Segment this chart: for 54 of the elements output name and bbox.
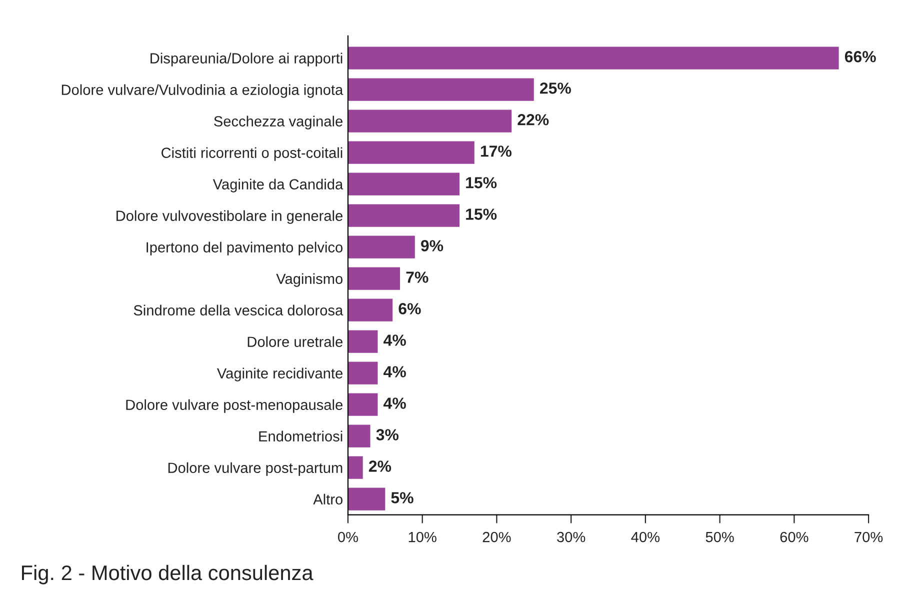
x-tick-label: 20% [482, 532, 511, 542]
bar [348, 267, 400, 290]
data-label: 3% [376, 429, 398, 440]
y-tick-label: Dolore vulvare post-partum [168, 462, 342, 476]
data-label: 25% [540, 82, 571, 94]
bar [348, 393, 378, 416]
y-tick-label: Endometriosi [259, 430, 342, 442]
bar [348, 424, 370, 448]
x-tick-label: 30% [557, 532, 586, 542]
data-label: 17% [480, 146, 512, 157]
data-label: 2% [368, 460, 392, 472]
y-tick-label: Dolore uretrale [248, 336, 342, 347]
bar [348, 46, 839, 70]
y-tick-label: Vaginismo [276, 273, 342, 287]
data-label: 15% [466, 177, 497, 188]
y-tick-label: Dolore vulvare post-menopausale [126, 399, 342, 413]
data-label: 9% [421, 240, 444, 252]
x-tick-label: 0% [338, 532, 358, 542]
bar [348, 141, 474, 164]
bar [348, 330, 378, 353]
y-tick-label: Secchezza vaginale [214, 116, 342, 130]
text: Fig. 2 - Motivo della consulenza [22, 564, 314, 584]
bar [348, 488, 386, 510]
data-label: 15% [466, 208, 497, 220]
data-label: 7% [406, 272, 428, 283]
bar [348, 204, 460, 227]
x-tick-label: 60% [780, 532, 808, 542]
x-tick-label: 70% [854, 532, 883, 542]
bar [348, 172, 460, 196]
y-tick-label: Sindrome della vescica dolorosa [134, 304, 344, 316]
y-tick-label: Vaginite da Candida [212, 178, 344, 192]
data-label: 66% [844, 51, 876, 62]
bar [348, 298, 393, 322]
data-label: 6% [398, 303, 421, 314]
data-label: 4% [384, 366, 406, 378]
x-tick-label: 40% [631, 532, 660, 542]
bar [348, 456, 363, 479]
data-label: 4% [384, 398, 406, 409]
x-tick-label: 10% [408, 532, 436, 542]
y-tick-label: Dolore vulvovestibolare in generale [116, 210, 342, 224]
bar [348, 236, 415, 258]
y-tick-label: Dolore vulvare/Vulvodinia a eziologia ignota [62, 84, 344, 98]
y-tick-label: Ipertono del pavimento pelvico [146, 242, 343, 256]
data-label: 22% [518, 114, 549, 126]
y-tick-label: Dispareunia/Dolore ai rapporti [150, 52, 342, 66]
x-tick-label: 50% [706, 532, 734, 542]
data-label: 4% [384, 334, 406, 346]
bar [348, 362, 378, 384]
y-tick-label: Vaginite recidivante [216, 368, 342, 382]
bar [348, 78, 534, 101]
y-tick-label: Cistiti ricorrenti o post-coitali [162, 147, 342, 161]
bar [348, 110, 512, 132]
data-label: 5% [391, 492, 414, 504]
y-tick-label: Altro [313, 494, 342, 505]
